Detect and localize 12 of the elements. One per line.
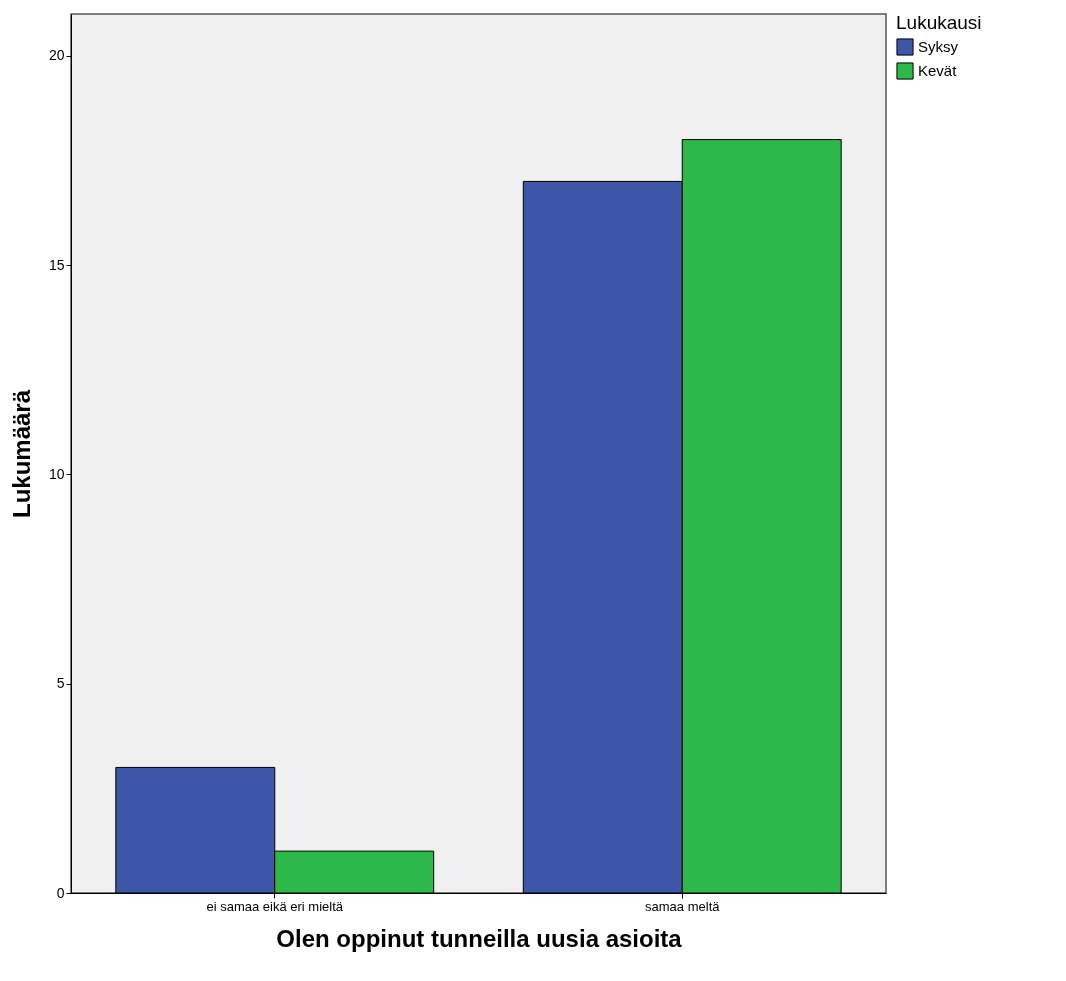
y-tick-label: 20 bbox=[48, 47, 65, 64]
legend-title: Lukukausi bbox=[896, 12, 982, 33]
y-tick-label: 10 bbox=[48, 465, 65, 482]
y-tick-label: 15 bbox=[48, 256, 65, 273]
legend-label: Syksy bbox=[918, 38, 959, 55]
y-axis-title: Lukumäärä bbox=[7, 389, 35, 519]
y-tick-label: 0 bbox=[56, 884, 65, 901]
x-axis-title: Olen oppinut tunneilla uusia asioita bbox=[276, 924, 683, 952]
legend-label: Kevät bbox=[918, 62, 958, 79]
x-tick-label: samaa meltä bbox=[645, 898, 721, 914]
x-tick-label: ei samaa eikä eri mieltä bbox=[206, 898, 344, 914]
y-tick-label: 5 bbox=[56, 675, 65, 692]
